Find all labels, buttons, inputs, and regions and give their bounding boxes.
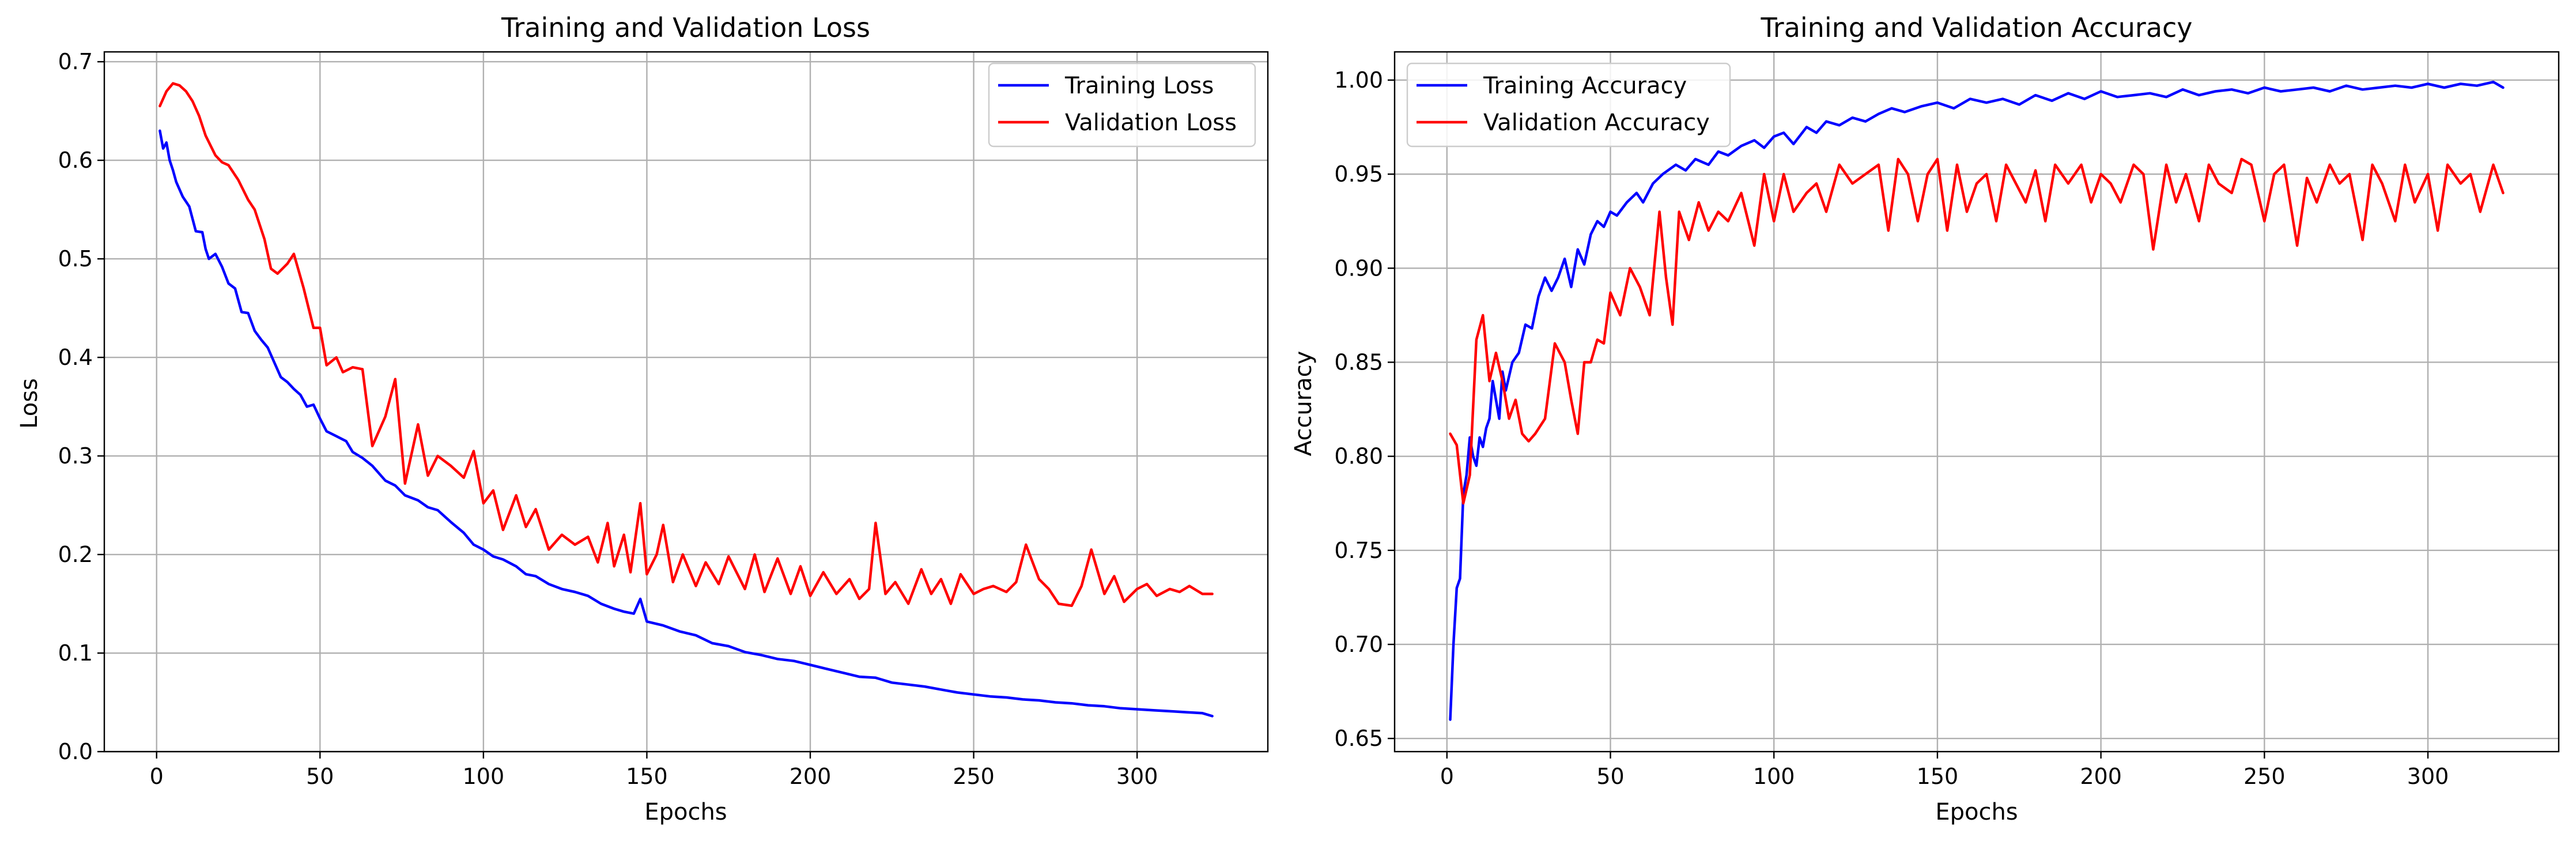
loss-y-tick-label-7: 0.7 — [58, 49, 93, 74]
loss-legend-label-0: Training Loss — [1064, 73, 1214, 99]
accuracy-legend-label-0: Training Accuracy — [1483, 73, 1687, 99]
accuracy-x-axis-label: Epochs — [1935, 799, 2018, 825]
loss-y-tick-label-2: 0.2 — [58, 542, 93, 567]
loss-y-tick-label-4: 0.4 — [58, 345, 93, 370]
loss-ticks: 0 50 100 150 200 250 300 0.0 0.1 0.2 0.3 0.4 0.5 0.6 0… — [58, 49, 1158, 789]
loss-x-tick-label-2: 100 — [463, 764, 505, 789]
loss-chart-title: Training and Validation Loss — [501, 12, 870, 43]
accuracy-chart: Training and Validation Accuracy Epochs … — [1290, 12, 2560, 825]
loss-x-tick-label-6: 300 — [1116, 764, 1158, 789]
accuracy-y-tick-label-1: 0.70 — [1334, 632, 1383, 657]
loss-y-tick-label-6: 0.6 — [58, 148, 93, 173]
loss-x-tick-label-5: 250 — [953, 764, 995, 789]
accuracy-legend: Training Accuracy Validation Accuracy — [1406, 62, 1731, 148]
accuracy-x-tick-label-5: 250 — [2243, 764, 2286, 789]
loss-legend-label-1: Validation Loss — [1065, 110, 1237, 136]
accuracy-series-line-1 — [1449, 157, 2505, 505]
accuracy-y-tick-label-5: 0.90 — [1334, 255, 1383, 281]
loss-series-line-1 — [158, 82, 1214, 608]
accuracy-y-tick-label-3: 0.80 — [1334, 444, 1383, 469]
loss-series — [158, 82, 1214, 718]
loss-legend-box — [988, 62, 1256, 148]
accuracy-chart-title: Training and Validation Accuracy — [1760, 12, 2192, 43]
accuracy-series — [1449, 80, 2505, 721]
accuracy-ticks: 0 50 100 150 200 250 300 0.65 0.70 0.75 0.80 0.85 0.… — [1334, 67, 2449, 789]
loss-y-tick-label-3: 0.3 — [58, 443, 93, 469]
loss-chart: Training and Validation Loss Epochs Loss… — [16, 12, 1269, 825]
loss-y-axis-label: Loss — [16, 378, 43, 429]
accuracy-y-tick-label-0: 0.65 — [1334, 726, 1383, 751]
loss-y-tick-label-0: 0.0 — [58, 739, 93, 764]
accuracy-series-line-0 — [1449, 80, 2505, 721]
loss-x-tick-label-4: 200 — [790, 764, 832, 789]
accuracy-y-tick-label-7: 1.00 — [1334, 67, 1383, 93]
accuracy-x-tick-label-0: 0 — [1440, 764, 1454, 789]
loss-x-tick-label-0: 0 — [150, 764, 164, 789]
accuracy-x-tick-label-3: 150 — [1917, 764, 1959, 789]
accuracy-y-tick-label-6: 0.95 — [1334, 161, 1383, 187]
accuracy-legend-label-1: Validation Accuracy — [1483, 110, 1710, 136]
loss-y-tick-label-5: 0.5 — [58, 246, 93, 271]
accuracy-x-tick-label-6: 300 — [2407, 764, 2449, 789]
accuracy-y-tick-label-2: 0.75 — [1334, 538, 1383, 563]
accuracy-x-tick-label-4: 200 — [2080, 764, 2122, 789]
accuracy-plot-frame — [1393, 51, 2560, 753]
loss-x-tick-label-1: 50 — [306, 764, 334, 789]
loss-x-axis-label: Epochs — [644, 799, 727, 825]
accuracy-y-tick-label-4: 0.85 — [1334, 349, 1383, 375]
loss-y-tick-label-1: 0.1 — [58, 640, 93, 666]
loss-x-tick-label-3: 150 — [626, 764, 668, 789]
loss-legend: Training Loss Validation Loss — [988, 62, 1256, 148]
accuracy-x-tick-label-1: 50 — [1596, 764, 1624, 789]
loss-plot-frame — [103, 51, 1269, 753]
loss-series-line-0 — [158, 129, 1214, 718]
accuracy-legend-box — [1406, 62, 1731, 148]
accuracy-y-axis-label: Accuracy — [1290, 351, 1317, 457]
accuracy-x-tick-label-2: 100 — [1753, 764, 1795, 789]
